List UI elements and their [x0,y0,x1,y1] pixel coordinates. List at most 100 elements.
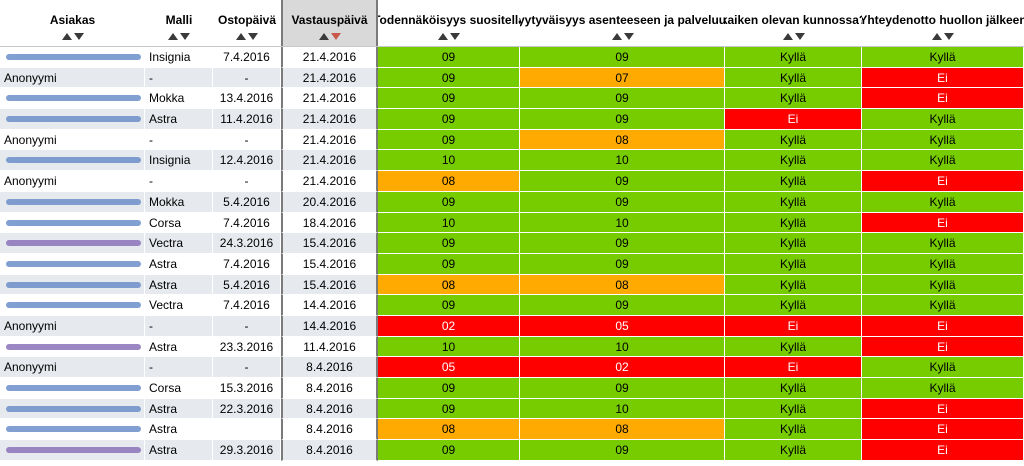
sort-descending-icon[interactable] [330,33,341,40]
sort-ascending-icon[interactable] [782,33,793,40]
response-date-cell: 21.4.2016 [281,109,378,130]
response-date-cell: 15.4.2016 [281,253,378,275]
model-cell: Mokka [145,88,213,110]
customer-name-link[interactable] [4,419,141,439]
table-row[interactable]: Insignia 12.4.2016 21.4.2016 10 10 Kyllä Kyllä [0,150,1024,172]
table-row[interactable]: Mokka 5.4.2016 20.4.2016 09 09 Kyllä Kyllä [0,191,1024,213]
table-row[interactable]: Anonyymi - -21.4.2016 09 07 Kyllä Ei [0,67,1024,89]
table-row[interactable]: Astra 8.4.2016 08 08 Kyllä Ei [0,419,1024,441]
sort-ascending-icon[interactable] [61,33,72,40]
header-vastauspaiva[interactable]: Vastauspäivä [281,0,378,46]
all-ok-cell: Kyllä [725,378,862,399]
customer-name-link[interactable] [4,295,141,315]
sort-descending-icon[interactable] [73,33,84,40]
customer-cell [0,253,145,275]
model-cell: Astra [145,440,213,461]
sort-ascending-icon[interactable] [318,33,329,40]
response-date-cell: 15.4.2016 [281,233,378,254]
sort-descending-icon[interactable] [623,33,634,40]
follow-up-cell: Kyllä [862,357,1024,378]
table-row[interactable]: Vectra 7.4.2016 14.4.2016 09 09 Kyllä Kyllä [0,295,1024,316]
sort-ascending-icon[interactable] [932,33,942,40]
table-row[interactable]: Anonyymi - -21.4.2016 08 09 Kyllä Ei [0,171,1024,192]
response-date-cell: 8.4.2016 [281,419,378,441]
purchase-date-cell: 5.4.2016 [213,191,281,213]
all-ok-cell: Ei [725,357,862,378]
sort-ascending-icon[interactable] [168,33,178,40]
customer-name-link[interactable] [4,150,141,170]
header-malli[interactable]: Malli [145,0,213,46]
table-row[interactable]: Astra 5.4.2016 15.4.2016 08 08 Kyllä Kyllä [0,274,1024,296]
sort-descending-icon[interactable] [794,33,805,40]
table-row[interactable]: Astra 11.4.2016 21.4.2016 09 09 Ei Kyllä [0,109,1024,130]
customer-name-link[interactable] [4,88,141,108]
table-row[interactable]: Corsa 15.3.2016 8.4.2016 09 09 Kyllä Kyllä [0,378,1024,399]
satisfaction-score-cell: 07 [520,67,725,89]
sort-ascending-icon[interactable] [611,33,622,40]
satisfaction-score-cell: 08 [520,274,725,296]
purchase-date-cell: 29.3.2016 [213,440,281,461]
table-row[interactable]: Insignia 7.4.2016 21.4.2016 09 09 Kyllä Kyllä [0,47,1024,68]
sort-descending-icon[interactable] [180,33,190,40]
sort-descending-icon[interactable] [248,33,258,40]
sort-descending-icon[interactable] [450,33,460,40]
customer-name-link[interactable] [4,337,141,357]
recommend-score-cell: 09 [378,440,520,461]
purchase-date-cell: 7.4.2016 [213,295,281,316]
sort-control[interactable] [236,32,258,41]
table-row[interactable]: Astra 7.4.2016 15.4.2016 09 09 Kyllä Kyllä [0,253,1024,275]
satisfaction-score-cell: 09 [520,171,725,192]
header-tyytyvaisyys[interactable]: Tyytyväisyys asenteeseen ja palveluun [520,0,725,46]
sort-ascending-icon[interactable] [438,33,448,40]
customer-name-link[interactable] [4,254,141,274]
response-date-cell: 21.4.2016 [281,129,378,151]
customer-name-link[interactable] [4,378,141,398]
customer-cell [0,378,145,399]
all-ok-cell: Kyllä [725,171,862,192]
customer-name: Anonyymi [4,318,57,333]
purchase-date-cell: - [213,129,281,151]
table-row[interactable]: Corsa 7.4.2016 18.4.2016 10 10 Kyllä Ei [0,212,1024,234]
sort-ascending-icon[interactable] [236,33,246,40]
model-cell: Astra [145,109,213,130]
table-row[interactable]: Anonyymi - -21.4.2016 09 08 Kyllä Kyllä [0,129,1024,151]
table-row[interactable]: Astra 23.3.2016 11.4.2016 10 10 Kyllä Ei [0,336,1024,358]
table-row[interactable]: Anonyymi - -8.4.2016 05 02 Ei Kyllä [0,357,1024,378]
sort-control[interactable] [168,32,190,41]
sort-control[interactable] [932,32,954,41]
header-todennakoisyys[interactable]: Todennäköisyys suositella [378,0,520,46]
customer-name-link[interactable] [4,109,141,129]
table-row[interactable]: Anonyymi - -14.4.2016 02 05 Ei Ei [0,315,1024,337]
redaction-mark [6,157,141,164]
table-row[interactable]: Mokka 13.4.2016 21.4.2016 09 09 Kyllä Ei [0,88,1024,110]
table-row[interactable]: Vectra 24.3.2016 15.4.2016 09 09 Kyllä Kyllä [0,233,1024,254]
sort-control[interactable] [318,32,341,41]
customer-name-link[interactable] [4,233,141,253]
header-kunnossa[interactable]: kaiken olevan kunnossa? [725,0,862,46]
customer-name-link[interactable] [4,275,141,295]
header-asiakas[interactable]: Asiakas [0,0,145,46]
customer-name-link[interactable] [4,440,141,460]
recommend-score-cell: 09 [378,47,520,68]
sort-descending-icon[interactable] [944,33,954,40]
recommend-score-cell: 08 [378,419,520,441]
redaction-mark [6,54,141,60]
all-ok-cell: Kyllä [725,419,862,441]
customer-name-link[interactable] [4,47,141,67]
recommend-score-cell: 08 [378,274,520,296]
sort-control[interactable] [438,32,460,41]
customer-name-link[interactable] [4,399,141,419]
table-row[interactable]: Astra 29.3.2016 8.4.2016 09 09 Kyllä Ei [0,440,1024,461]
model-cell: Corsa [145,378,213,399]
header-yhteydenotto[interactable]: Yhteydenotto huollon jälkeen [862,0,1024,46]
response-date-cell: 21.4.2016 [281,150,378,172]
customer-name-link[interactable] [4,192,141,212]
model-cell: Astra [145,398,213,420]
sort-control[interactable] [611,32,634,41]
sort-control[interactable] [61,32,84,41]
sort-control[interactable] [782,32,805,41]
header-ostopaiva[interactable]: Ostopäivä [213,0,281,46]
customer-name-link[interactable] [4,213,141,233]
table-row[interactable]: Astra 22.3.2016 8.4.2016 09 10 Kyllä Ei [0,398,1024,420]
model-cell: Astra [145,274,213,296]
